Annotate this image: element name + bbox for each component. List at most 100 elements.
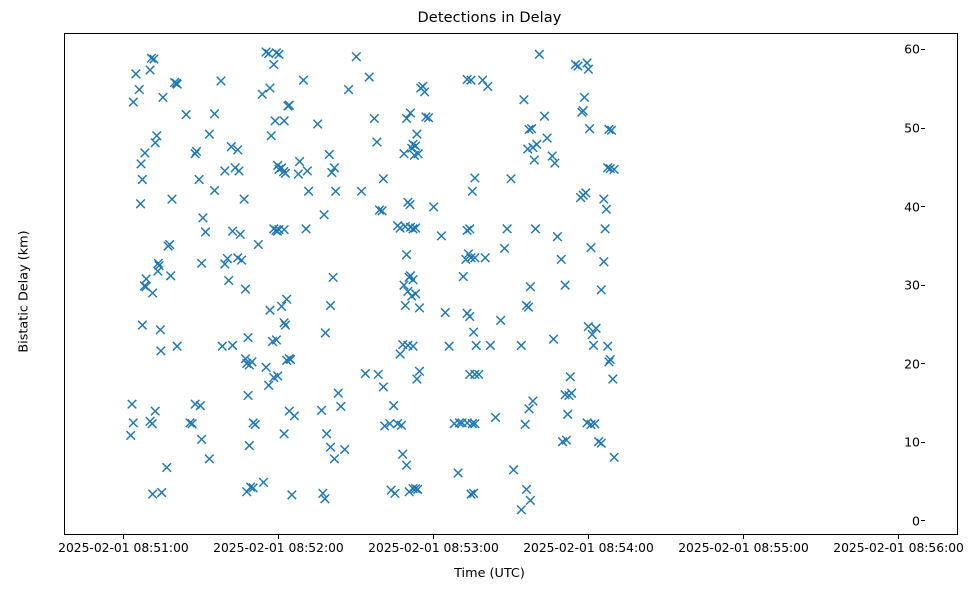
scatter-point [279,429,289,439]
scatter-point [327,167,337,178]
scatter-point [301,224,311,234]
scatter-point [274,49,284,60]
x-tick-label: 2025-02-01 08:56:00 [833,541,964,555]
scatter-point [147,489,158,499]
scatter-point [495,315,506,326]
scatter-point [395,349,405,359]
scatter-point [324,149,335,160]
scatter-point [204,454,215,464]
scatter-point [374,205,385,215]
scatter-point [464,224,475,234]
scatter-point [137,174,148,185]
x-tick-label: 2025-02-01 08:52:00 [213,541,344,555]
scatter-point [579,92,590,103]
scatter-point [217,341,228,351]
scatter-point [542,133,552,143]
scatter-point [418,81,428,92]
scatter-point [195,400,206,411]
scatter-point [400,300,411,311]
x-axis-label: Time (UTC) [454,566,525,581]
scatter-point [410,288,421,299]
scatter-point [196,434,207,445]
scatter-point [401,460,412,470]
scatter-point [248,483,258,493]
scatter-point [464,311,475,322]
x-tick-label: 2025-02-01 08:51:00 [58,541,189,555]
scatter-point [378,173,389,184]
scatter-point [181,109,191,120]
scatter-point [566,388,577,398]
x-tick-mark [588,535,590,539]
scatter-point [550,158,560,168]
scatter-point [470,253,480,263]
y-tick-label: 50 [904,120,920,136]
y-tick-mark [921,48,925,51]
scatter-point [466,75,476,85]
scatter-point [185,418,195,428]
scatter-point [508,465,519,475]
scatter-point [372,137,382,147]
scatter-point [135,199,146,209]
scatter-point [397,449,408,459]
scatter-point [162,462,172,473]
scatter-point [279,116,289,126]
scatter-point [339,444,350,455]
scatter-point [516,340,527,351]
scatter-point [609,452,619,463]
scatter-point [172,79,182,89]
scatter-point [266,130,277,141]
y-axis [0,0,64,590]
scatter-point [464,369,475,380]
scatter-point [608,374,618,384]
scatter-point [531,139,542,150]
scatter-point [257,89,268,100]
scatter-point [190,148,200,159]
scatter-point [600,224,610,234]
scatter-point [244,440,255,451]
x-tick-label: 2025-02-01 08:54:00 [523,541,654,555]
scatter-point [145,65,155,75]
y-tick-mark [921,284,925,286]
y-tick-label: 20 [904,356,920,372]
scatter-point [556,254,567,265]
scatter-point [377,206,387,216]
scatter-point [526,123,537,134]
scatter-point [279,317,289,328]
scatter-point [172,341,182,351]
scatter-point [499,243,510,254]
scatter-point [227,340,238,351]
scatter-points-group [125,47,619,515]
scatter-point [155,324,166,335]
scatter-point [232,253,243,263]
scatter-point [473,369,484,380]
scatter-point [209,109,220,119]
scatter-point [240,284,251,294]
scatter-point [480,253,491,263]
scatter-point [584,123,595,134]
scatter-point [458,271,469,282]
scatter-point [428,202,439,212]
scatter-point [436,231,447,241]
scatter-point [604,357,614,367]
x-tick-label: 2025-02-01 08:53:00 [368,541,499,555]
scatter-point [547,151,558,161]
scatter-point [235,229,246,240]
scatter-point [125,430,136,441]
scatter-point [605,163,616,174]
scatter-point [222,253,233,264]
scatter-point [408,224,418,234]
x-tick-mark [277,535,280,539]
scatter-point [390,488,400,499]
scatter-point [444,341,454,351]
scatter-point [156,346,166,356]
scatter-point [245,482,256,492]
scatter-point [413,148,423,159]
scatter-point [399,148,409,159]
scatter-point [589,418,600,429]
scatter-point [412,484,423,495]
scatter-point [234,166,244,176]
scatter-point [198,213,208,223]
scatter-point [269,59,279,70]
scatter-point [373,369,384,380]
